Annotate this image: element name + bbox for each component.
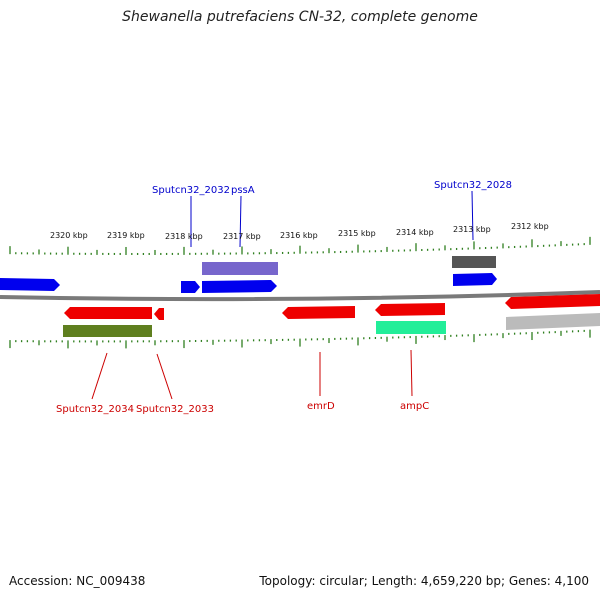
gene-labels: Sputcn32_2032 pssA Sputcn32_2028 Sputcn3… (56, 180, 512, 415)
tick-label: 2312 kbp (511, 222, 549, 231)
outer-tick-track (9, 236, 591, 255)
tick-label: 2320 kbp (50, 231, 88, 240)
gene-arrow-sputcn32-2032[interactable] (181, 281, 200, 293)
kbp-tick-labels: 2320 kbp 2319 kbp 2318 kbp 2317 kbp 2316… (50, 222, 549, 241)
gene-arrow-pssA[interactable] (202, 280, 277, 293)
tick-label: 2318 kbp (165, 232, 203, 241)
gene-arrow-ampC[interactable] (375, 303, 445, 316)
tick-label: 2317 kbp (223, 232, 261, 241)
gene-label-sputcn32-2034[interactable]: Sputcn32_2034 (56, 404, 134, 415)
tick-label: 2313 kbp (453, 225, 491, 234)
gene-arrow-sputcn32-2028[interactable] (453, 273, 497, 286)
band-sputcn32-2034[interactable] (63, 325, 152, 337)
genome-summary-text: Topology: circular; Length: 4,659,220 bp… (259, 574, 589, 588)
gene-label-pssA[interactable]: pssA (231, 185, 255, 196)
gene-label-sputcn32-2033[interactable]: Sputcn32_2033 (136, 404, 214, 415)
band-sputcn32-2028[interactable] (452, 256, 496, 268)
accession-text: Accession: NC_009438 (9, 574, 146, 588)
gene-label-ampC[interactable]: ampC (400, 401, 429, 412)
inner-tick-track (9, 329, 591, 349)
reverse-strand-features (63, 294, 600, 337)
gene-arrow-sputcn32-2033[interactable] (154, 308, 164, 320)
band-right[interactable] (506, 313, 600, 330)
band-pssA[interactable] (202, 262, 278, 275)
gene-arrow-emrD[interactable] (282, 306, 355, 319)
gene-label-sputcn32-2028[interactable]: Sputcn32_2028 (434, 180, 512, 191)
gene-arrow-sputcn32-2034[interactable] (64, 307, 152, 319)
gene-arrow-reverse-right[interactable] (505, 294, 600, 309)
genome-title: Shewanella putrefaciens CN-32, complete … (122, 9, 478, 25)
gene-label-sputcn32-2032[interactable]: Sputcn32_2032 (152, 185, 230, 196)
gene-label-emrD[interactable]: emrD (307, 401, 335, 412)
tick-label: 2319 kbp (107, 231, 145, 240)
leader-lines (91, 190, 474, 400)
gene-arrow-forward-left[interactable] (0, 278, 60, 291)
tick-label: 2315 kbp (338, 229, 376, 238)
band-ampC[interactable] (376, 321, 446, 334)
tick-label: 2314 kbp (396, 228, 434, 237)
tick-label: 2316 kbp (280, 231, 318, 240)
genome-backbone (0, 290, 600, 302)
forward-strand-features (0, 256, 497, 293)
